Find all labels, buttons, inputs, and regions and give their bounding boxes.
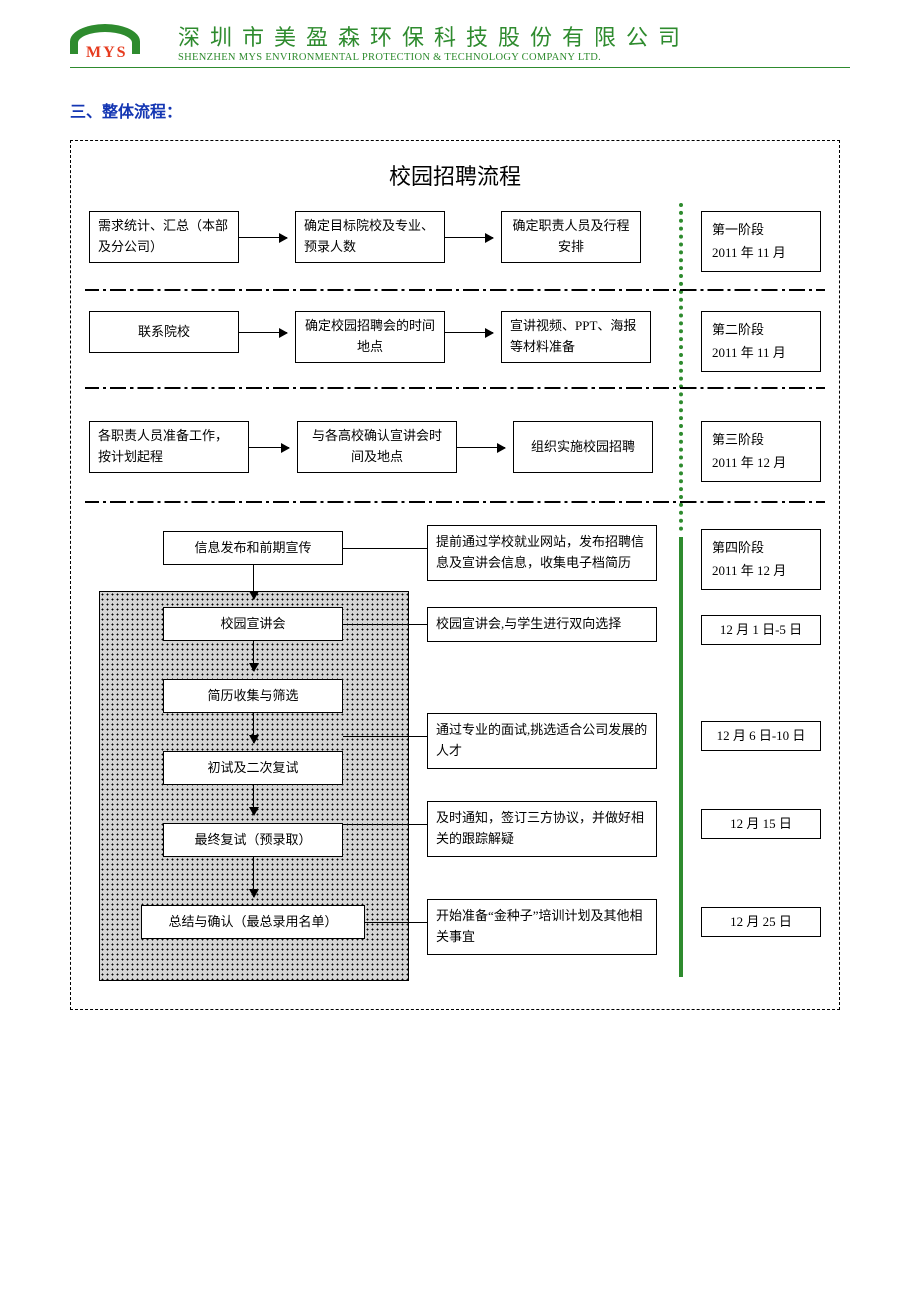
node-r3-b3: 组织实施校园招聘 [513,421,653,473]
phase-3-title: 第三阶段 [712,428,810,451]
phase-2-time: 2011 年 11 月 [712,341,810,364]
divider-2 [85,387,825,389]
date-2: 12 月 1 日-5 日 [701,615,821,645]
company-header: MYS 深圳市美盈森环保科技股份有限公司 SHENZHEN MYS ENVIRO… [70,20,850,68]
logo-text: MYS [86,44,128,62]
conn-s4 [343,736,427,737]
phase-4-time: 2011 年 12 月 [712,559,810,582]
conn-s5 [343,824,427,825]
divider-1 [85,289,825,291]
step-2: 校园宣讲会 [163,607,343,641]
conn-s6 [365,922,427,923]
node-r1-b3: 确定职责人员及行程安排 [501,211,641,263]
desc-2: 校园宣讲会,与学生进行双向选择 [427,607,657,642]
arrow-s4 [253,785,254,815]
phase-divider-solid [679,537,683,977]
step-4: 初试及二次复试 [163,751,343,785]
desc-4: 通过专业的面试,挑选适合公司发展的人才 [427,713,657,769]
company-name-cn: 深圳市美盈森环保科技股份有限公司 [178,20,850,52]
desc-5: 及时通知，签订三方协议，并做好相关的跟踪解疑 [427,801,657,857]
date-6: 12 月 25 日 [701,907,821,937]
step-1: 信息发布和前期宣传 [163,531,343,565]
node-r2-b3: 宣讲视频、PPT、海报等材料准备 [501,311,651,363]
company-name-block: 深圳市美盈森环保科技股份有限公司 SHENZHEN MYS ENVIRONMEN… [178,20,850,63]
section-title: 三、整体流程： [70,98,850,122]
conn-s2 [343,624,427,625]
arrow-r1-1 [239,237,287,238]
arrow-r1-2 [445,237,493,238]
phase-divider-dotted [679,203,683,531]
desc-1: 提前通过学校就业网站，发布招聘信息及宣讲会信息，收集电子档简历 [427,525,657,581]
company-logo: MYS [70,22,170,62]
divider-3 [85,501,825,503]
arrow-r2-1 [239,332,287,333]
phase-2: 第二阶段 2011 年 11 月 [701,311,821,372]
date-5: 12 月 15 日 [701,809,821,839]
arrow-r3-2 [457,447,505,448]
phase-1: 第一阶段 2011 年 11 月 [701,211,821,272]
node-r1-b2: 确定目标院校及专业、预录人数 [295,211,445,263]
arrow-s3 [253,713,254,743]
step-5: 最终复试（预录取） [163,823,343,857]
step-3: 简历收集与筛选 [163,679,343,713]
arrow-s2 [253,641,254,671]
phase-3: 第三阶段 2011 年 12 月 [701,421,821,482]
phase-2-title: 第二阶段 [712,318,810,341]
step-6: 总结与确认（最总录用名单） [141,905,365,939]
flowchart-container: 校园招聘流程 需求统计、汇总（本部及分公司） 确定目标院校及专业、预录人数 确定… [70,140,840,1010]
conn-s1 [343,548,427,549]
node-r1-b1: 需求统计、汇总（本部及分公司） [89,211,239,263]
node-r3-b2: 与各高校确认宣讲会时间及地点 [297,421,457,473]
flowchart-title: 校园招聘流程 [89,159,821,191]
phase-3-time: 2011 年 12 月 [712,451,810,474]
arrow-r2-2 [445,332,493,333]
phase-4-title: 第四阶段 [712,536,810,559]
company-name-en: SHENZHEN MYS ENVIRONMENTAL PROTECTION & … [178,52,850,63]
arrow-r3-1 [249,447,289,448]
phase-4: 第四阶段 2011 年 12 月 [701,529,821,590]
arrow-s5 [253,857,254,897]
node-r2-b2: 确定校园招聘会的时间地点 [295,311,445,363]
date-4: 12 月 6 日-10 日 [701,721,821,751]
document-page: MYS 深圳市美盈森环保科技股份有限公司 SHENZHEN MYS ENVIRO… [0,0,920,1050]
phase-1-time: 2011 年 11 月 [712,241,810,264]
desc-6: 开始准备“金种子”培训计划及其他相关事宜 [427,899,657,955]
arrow-s1 [253,565,254,599]
phase-1-title: 第一阶段 [712,218,810,241]
node-r2-b1: 联系院校 [89,311,239,353]
node-r3-b1: 各职责人员准备工作，按计划起程 [89,421,249,473]
